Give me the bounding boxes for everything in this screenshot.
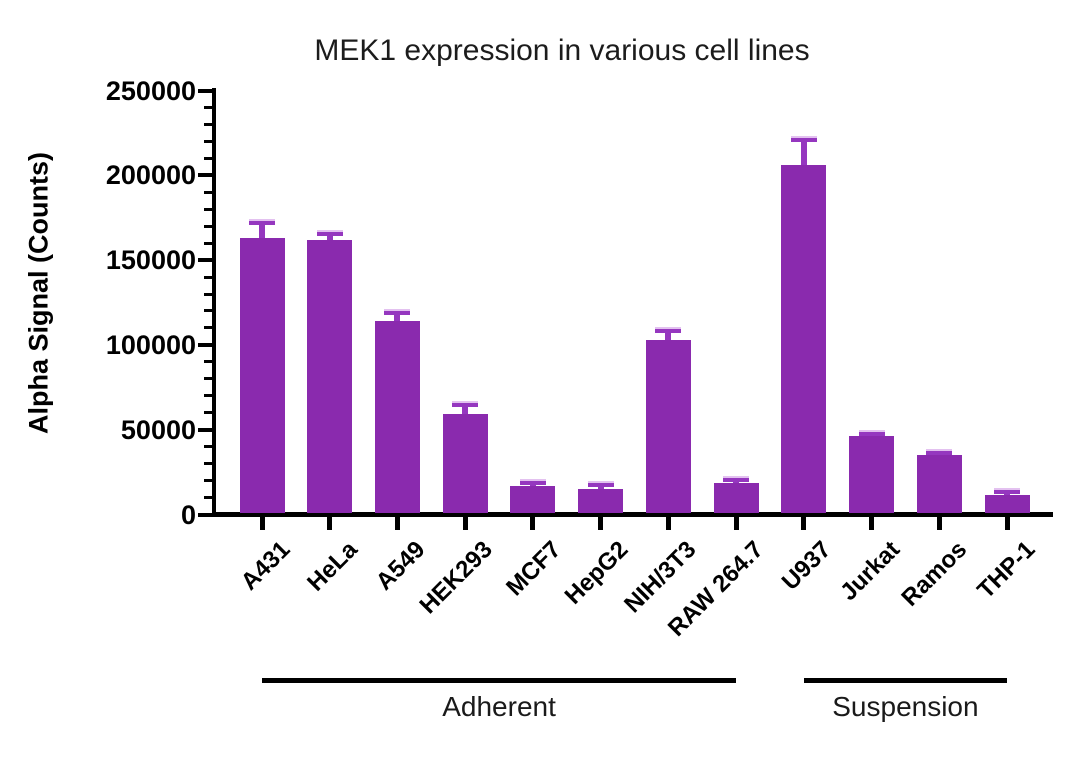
bar <box>239 238 285 513</box>
y-axis-title: Alpha Signal (Counts) <box>23 152 54 434</box>
y-tick-label: 50000 <box>120 414 196 445</box>
y-minor-tick <box>204 360 212 364</box>
y-tick-label: 250000 <box>105 75 196 106</box>
y-minor-tick <box>204 292 212 296</box>
error-bar-cap <box>384 308 411 315</box>
bar <box>916 455 962 513</box>
bar <box>781 165 827 513</box>
x-tick-label: HEK293 <box>415 536 499 620</box>
error-bar-cap <box>519 478 546 485</box>
y-tick-label: 0 <box>180 499 196 530</box>
group-underline <box>803 678 1008 683</box>
error-bar-cap <box>994 487 1021 494</box>
y-minor-tick <box>204 445 212 449</box>
bar <box>510 485 556 513</box>
x-tick-label: Jurkat <box>834 536 905 607</box>
bar <box>442 413 488 513</box>
x-tick <box>1004 517 1010 530</box>
x-tick <box>462 517 468 530</box>
x-tick <box>530 517 536 530</box>
y-major-tick <box>198 88 212 93</box>
y-minor-tick <box>204 275 212 279</box>
error-bar-cap <box>858 430 885 437</box>
y-minor-tick <box>204 411 212 415</box>
x-tick <box>327 517 333 530</box>
y-minor-tick <box>204 394 212 398</box>
y-tick-label: 150000 <box>105 245 196 276</box>
y-major-tick <box>198 427 212 432</box>
x-tick-label: THP-1 <box>971 536 1041 605</box>
error-bar-cap <box>790 135 817 142</box>
x-tick <box>665 517 671 530</box>
y-minor-tick <box>204 326 212 330</box>
x-tick-label: MCF7 <box>500 536 567 602</box>
error-bar-cap <box>249 218 275 225</box>
x-tick-label: U937 <box>777 536 837 596</box>
bar <box>307 239 353 513</box>
error-bar-cap <box>316 229 343 236</box>
y-minor-tick <box>204 377 212 381</box>
error-bar-cap <box>926 448 953 455</box>
error-bar-cap <box>723 476 750 483</box>
y-tick-label: 200000 <box>105 160 196 191</box>
y-minor-tick <box>204 241 212 245</box>
x-tick <box>598 517 604 530</box>
error-bar-stem <box>868 433 875 440</box>
x-tick <box>394 517 400 530</box>
error-bar-stem <box>326 232 333 243</box>
y-minor-tick <box>204 105 212 109</box>
x-axis-line <box>212 512 1053 517</box>
bar <box>645 339 691 513</box>
y-major-tick <box>198 258 212 263</box>
x-tick-label: HeLa <box>302 536 363 597</box>
y-tick-label: 100000 <box>105 329 196 360</box>
error-bar-stem <box>259 221 265 242</box>
y-major-tick <box>198 342 212 347</box>
error-bar-cap <box>452 401 479 408</box>
group-underline <box>262 678 737 683</box>
y-minor-tick <box>204 156 212 160</box>
bar <box>984 494 1030 513</box>
y-minor-tick <box>204 190 212 194</box>
error-bar-stem <box>529 481 536 489</box>
error-bar-stem <box>800 138 807 169</box>
y-minor-tick <box>204 479 212 483</box>
x-tick <box>936 517 942 530</box>
group-label: Suspension <box>832 691 979 722</box>
y-minor-tick <box>204 309 212 313</box>
error-bar-cap <box>655 326 682 333</box>
y-major-tick <box>198 173 212 178</box>
error-bar-stem <box>597 483 604 493</box>
x-tick <box>801 517 807 530</box>
chart-title: MEK1 expression in various cell lines <box>314 34 810 67</box>
x-tick <box>869 517 875 530</box>
error-bar-stem <box>462 404 469 417</box>
bar <box>713 483 759 513</box>
error-bar-cap <box>587 480 614 487</box>
x-tick <box>259 517 265 530</box>
y-minor-tick <box>204 122 212 126</box>
error-bar-stem <box>936 451 943 459</box>
error-bar-stem <box>665 329 672 343</box>
bar <box>849 436 895 513</box>
bar <box>374 321 420 513</box>
error-bar-stem <box>394 311 401 325</box>
error-bar-stem <box>733 479 740 487</box>
y-minor-tick <box>204 207 212 211</box>
error-bar-stem <box>1004 490 1011 498</box>
y-minor-tick <box>204 496 212 500</box>
x-tick-label: Ramos <box>896 536 973 612</box>
y-minor-tick <box>204 139 212 143</box>
x-tick-label: A431 <box>235 536 296 596</box>
bar <box>578 489 624 513</box>
y-minor-tick <box>204 224 212 228</box>
y-minor-tick <box>204 462 212 466</box>
x-tick-label: A549 <box>370 536 431 596</box>
y-axis-line <box>212 88 216 517</box>
group-label: Adherent <box>442 691 556 722</box>
x-tick <box>733 517 739 530</box>
y-major-tick <box>198 512 212 517</box>
